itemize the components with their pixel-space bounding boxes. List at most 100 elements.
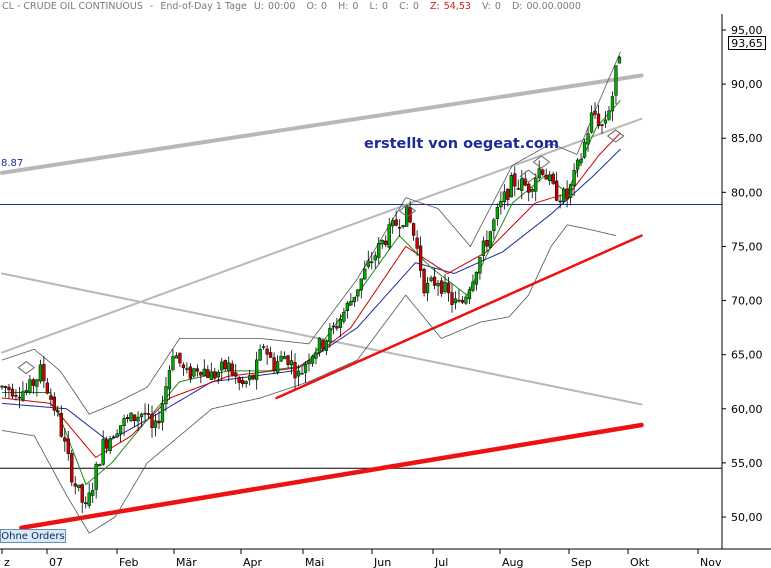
- candle-body: [593, 110, 597, 115]
- candle-body: [495, 207, 500, 219]
- candle-body: [125, 417, 130, 419]
- candle-body: [481, 240, 486, 256]
- diamond-marker: [519, 169, 538, 183]
- header-separator: -: [149, 1, 154, 12]
- candle-body: [105, 439, 109, 449]
- candle-body: [66, 438, 70, 454]
- candle-body: [568, 184, 573, 198]
- candle-body: [150, 413, 154, 428]
- candle-body: [387, 224, 391, 248]
- candle-body: [474, 271, 479, 285]
- candle-body: [80, 484, 84, 503]
- candle-body: [94, 463, 98, 490]
- candle-body: [164, 386, 168, 405]
- candle-body: [282, 356, 287, 360]
- trendline-resistance-thick: [0, 73, 644, 175]
- candle-body: [174, 355, 179, 359]
- bollinger-upper-line: [1, 51, 621, 415]
- y-tick-label: 60,00: [731, 403, 763, 416]
- candle-body: [63, 437, 67, 442]
- candle-body: [398, 227, 402, 229]
- x-tick-label: Nov: [700, 556, 722, 568]
- x-tick-label: Aug: [502, 556, 523, 568]
- candle-body: [478, 257, 482, 274]
- field-l: L: 0: [369, 1, 389, 12]
- candle-body: [321, 340, 325, 349]
- candle-body: [42, 364, 46, 382]
- candle-body: [275, 361, 280, 373]
- candle-body: [146, 413, 151, 415]
- candle-body: [199, 371, 203, 376]
- candle-body: [607, 110, 611, 120]
- trendline-support-thin: [275, 234, 643, 400]
- candle-body: [45, 382, 49, 394]
- diamond-marker: [532, 155, 551, 169]
- candle-body: [614, 65, 618, 96]
- candle-body: [160, 403, 165, 423]
- x-tick-label: Sep: [571, 556, 592, 568]
- y-tick-label: 85,00: [731, 132, 763, 145]
- candle-body: [286, 355, 290, 365]
- x-tick-label: Mai: [305, 556, 324, 568]
- candle-body: [185, 368, 189, 370]
- candle-body: [516, 188, 520, 190]
- candle-body: [537, 168, 541, 179]
- candle-body: [248, 375, 252, 381]
- diamond-marker: [17, 361, 36, 375]
- x-tick-label: Feb: [119, 556, 138, 568]
- field-c: C: 0: [399, 1, 419, 12]
- candle-body: [192, 368, 196, 377]
- candle-body: [600, 124, 604, 126]
- candle-body: [335, 326, 339, 329]
- candle-body: [485, 239, 489, 247]
- candle-body: [101, 439, 105, 465]
- candle-body: [443, 281, 447, 292]
- field-z: Z: 54,53: [430, 1, 471, 12]
- candle-body: [28, 379, 32, 393]
- candle-body: [56, 410, 60, 413]
- candle-body: [429, 277, 433, 281]
- candle-body: [446, 282, 451, 294]
- candle-layer: [0, 55, 622, 514]
- candle-body: [582, 141, 587, 158]
- candle-body: [509, 175, 513, 198]
- candle-body: [241, 379, 245, 385]
- trendline-support-thick: [19, 422, 644, 531]
- candle-body: [617, 56, 622, 64]
- candle-body: [244, 381, 248, 384]
- candle-body: [384, 240, 388, 245]
- candle-body: [425, 282, 430, 294]
- y-tick-label: 50,00: [731, 511, 763, 524]
- candle-body: [401, 225, 405, 227]
- candle-body: [98, 464, 102, 467]
- candle-body: [457, 299, 461, 302]
- orders-button[interactable]: Ohne Orders: [0, 529, 66, 543]
- candle-body: [209, 371, 213, 380]
- candle-body: [129, 412, 133, 422]
- diamond-marker: [398, 204, 417, 218]
- candle-body: [21, 391, 25, 401]
- candle-body: [251, 374, 255, 380]
- field-o: O: 0: [306, 1, 328, 12]
- candle-body: [303, 364, 308, 373]
- candle-body: [520, 178, 524, 191]
- candle-body: [436, 282, 440, 287]
- candle-body: [268, 352, 273, 358]
- ma-long-line: [1, 148, 621, 442]
- marker-layer: [17, 129, 625, 375]
- candle-body: [258, 348, 262, 361]
- candle-body: [237, 377, 241, 383]
- candle-body: [261, 346, 266, 348]
- candle-body: [188, 366, 193, 379]
- candle-body: [31, 379, 36, 386]
- candle-body: [115, 433, 119, 438]
- candle-body: [216, 371, 220, 378]
- candle-body: [255, 359, 259, 380]
- field-h: H: 0: [338, 1, 359, 12]
- candle-body: [59, 412, 63, 437]
- candle-body: [272, 357, 276, 372]
- candle-body: [167, 370, 172, 390]
- candle-body: [206, 369, 210, 378]
- axis-layer: 50,00 55,00 60,00 65,00 70,00 75,00 80,00 85,00…: [0, 14, 771, 568]
